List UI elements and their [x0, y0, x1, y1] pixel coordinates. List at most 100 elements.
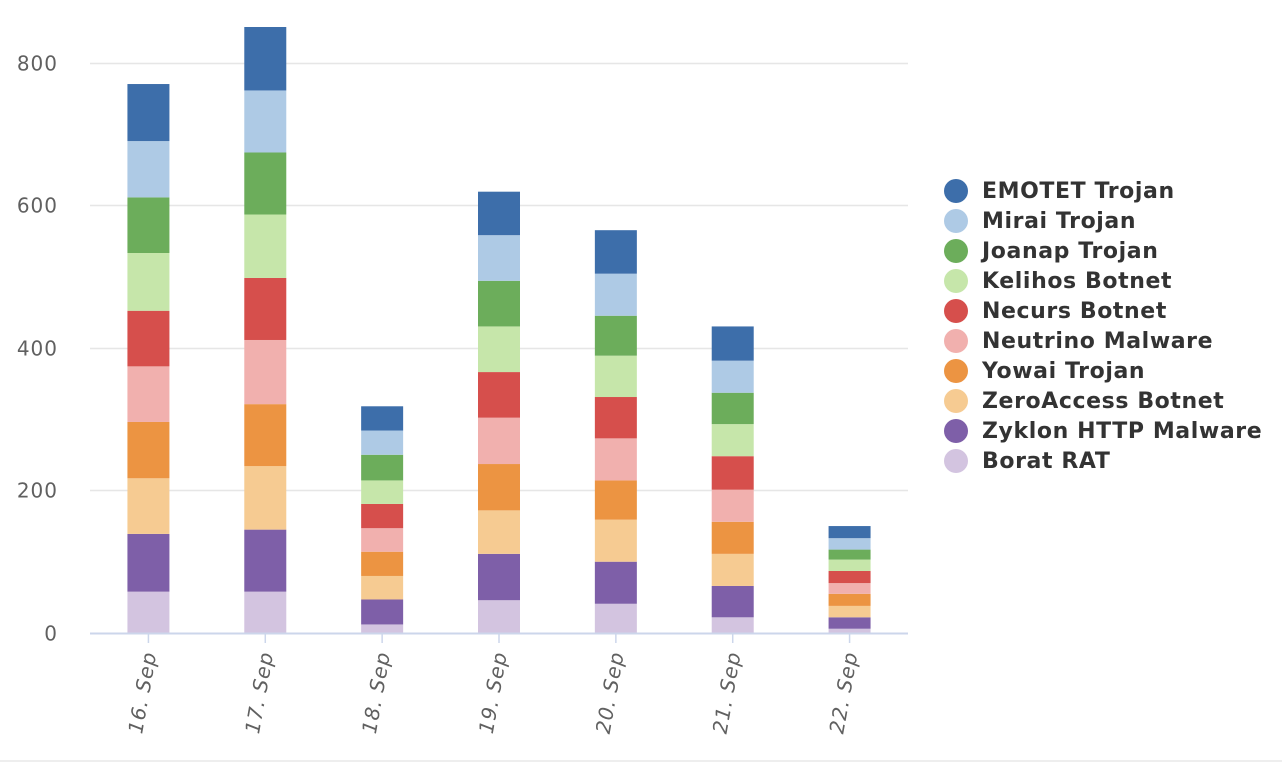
- bar-segment[interactable]: [828, 559, 871, 571]
- legend-label: ZeroAccess Botnet: [982, 388, 1225, 414]
- legend-label: Mirai Trojan: [982, 208, 1137, 234]
- bar-segment[interactable]: [361, 528, 404, 552]
- bar-segment[interactable]: [711, 456, 754, 490]
- bar-segment[interactable]: [361, 430, 404, 455]
- bar-segment[interactable]: [711, 360, 754, 393]
- bar-segment[interactable]: [244, 27, 287, 91]
- legend-swatch: [944, 449, 968, 473]
- bar-segment[interactable]: [594, 273, 637, 316]
- legend-label: Zyklon HTTP Malware: [982, 418, 1263, 444]
- legend-item[interactable]: Neutrino Malware: [944, 326, 1262, 356]
- x-tick-label: 21. Sep: [708, 650, 746, 736]
- y-tick-label: 600: [17, 194, 58, 218]
- legend-swatch: [944, 329, 968, 353]
- bar-segment[interactable]: [478, 600, 520, 633]
- bar-segment[interactable]: [828, 549, 871, 560]
- y-tick-label: 0: [44, 622, 58, 646]
- bar-segment[interactable]: [594, 519, 637, 562]
- bar-segment[interactable]: [478, 280, 520, 327]
- bar-segment[interactable]: [478, 326, 520, 373]
- legend-label: Kelihos Botnet: [982, 268, 1173, 294]
- bar-segment[interactable]: [244, 339, 287, 405]
- bar-segment[interactable]: [361, 599, 404, 625]
- bar-segment[interactable]: [244, 529, 287, 592]
- bar-segment[interactable]: [711, 392, 754, 425]
- legend-label: Necurs Botnet: [982, 298, 1167, 324]
- legend-item[interactable]: Mirai Trojan: [944, 206, 1262, 236]
- bar-segment[interactable]: [127, 84, 170, 142]
- y-axis: 0 200 400 600 800: [17, 52, 58, 646]
- bar-segment[interactable]: [478, 417, 520, 465]
- bar-segment[interactable]: [361, 503, 404, 529]
- bar-segment[interactable]: [594, 480, 637, 520]
- legend-item[interactable]: EMOTET Trojan: [944, 176, 1262, 206]
- bar-segment[interactable]: [244, 152, 287, 215]
- bar-segment[interactable]: [828, 526, 871, 539]
- bar-segment[interactable]: [711, 326, 754, 361]
- legend-label: Yowai Trojan: [982, 358, 1146, 384]
- bar-segment[interactable]: [594, 397, 637, 439]
- bar-segment[interactable]: [361, 480, 404, 504]
- x-tick-label: 20. Sep: [591, 650, 629, 736]
- bar-segment[interactable]: [127, 421, 170, 479]
- bar-segment[interactable]: [478, 191, 520, 236]
- bar-segment[interactable]: [828, 538, 871, 550]
- bar-segment[interactable]: [361, 575, 404, 600]
- bar-segment[interactable]: [828, 593, 871, 606]
- bar-segment[interactable]: [478, 510, 520, 554]
- bar-segment[interactable]: [361, 454, 404, 481]
- legend-item[interactable]: ZeroAccess Botnet: [944, 386, 1262, 416]
- bar-segment[interactable]: [711, 585, 754, 618]
- bar-segment[interactable]: [594, 438, 637, 481]
- bar-segment[interactable]: [594, 603, 637, 633]
- bar-segment[interactable]: [711, 424, 754, 457]
- legend-item[interactable]: Yowai Trojan: [944, 356, 1262, 386]
- x-tick-label: 18. Sep: [357, 650, 395, 736]
- legend-swatch: [944, 239, 968, 263]
- x-tick-label: 16. Sep: [123, 650, 161, 736]
- legend-item[interactable]: Zyklon HTTP Malware: [944, 416, 1262, 446]
- bar-segment[interactable]: [127, 533, 170, 592]
- legend-item[interactable]: Kelihos Botnet: [944, 266, 1262, 296]
- bar-segment[interactable]: [244, 214, 287, 278]
- bar-segment[interactable]: [594, 315, 637, 356]
- bar-segment[interactable]: [244, 277, 287, 340]
- bar-segment[interactable]: [127, 591, 170, 633]
- bar-segment[interactable]: [711, 489, 754, 522]
- bar-segment[interactable]: [478, 372, 520, 418]
- bar-segment[interactable]: [361, 551, 404, 576]
- legend-item[interactable]: Borat RAT: [944, 446, 1262, 476]
- legend-item[interactable]: Joanap Trojan: [944, 236, 1262, 266]
- bar-segment[interactable]: [127, 197, 170, 254]
- bar-segment[interactable]: [127, 141, 170, 198]
- bar-segment[interactable]: [478, 235, 520, 281]
- bar-segment[interactable]: [828, 617, 871, 629]
- bar-segment[interactable]: [127, 253, 170, 311]
- y-tick-label: 800: [17, 52, 58, 76]
- bar-segment[interactable]: [594, 355, 637, 398]
- bar-segment[interactable]: [361, 624, 404, 633]
- legend-item[interactable]: Necurs Botnet: [944, 296, 1262, 326]
- bar-segment[interactable]: [361, 406, 404, 431]
- bar-segment[interactable]: [244, 591, 287, 633]
- bar-segment[interactable]: [711, 521, 754, 554]
- bar-segment[interactable]: [594, 561, 637, 604]
- bar-segment[interactable]: [711, 617, 754, 633]
- bar-segment[interactable]: [244, 404, 287, 467]
- bar-segment[interactable]: [127, 366, 170, 422]
- x-tick-label: 17. Sep: [240, 650, 278, 736]
- bar-segment[interactable]: [127, 310, 170, 367]
- bar-segment[interactable]: [828, 628, 871, 633]
- bar-segment[interactable]: [478, 553, 520, 601]
- bar-segment[interactable]: [244, 90, 287, 153]
- bar-segment[interactable]: [478, 464, 520, 511]
- legend-swatch: [944, 269, 968, 293]
- bar-segment[interactable]: [828, 570, 871, 584]
- bar-segment[interactable]: [711, 553, 754, 586]
- bar-segment[interactable]: [828, 605, 871, 618]
- bar-segment[interactable]: [594, 230, 637, 274]
- bar-segment[interactable]: [828, 583, 871, 594]
- bar-segment[interactable]: [127, 478, 170, 534]
- bar-segment[interactable]: [244, 466, 287, 530]
